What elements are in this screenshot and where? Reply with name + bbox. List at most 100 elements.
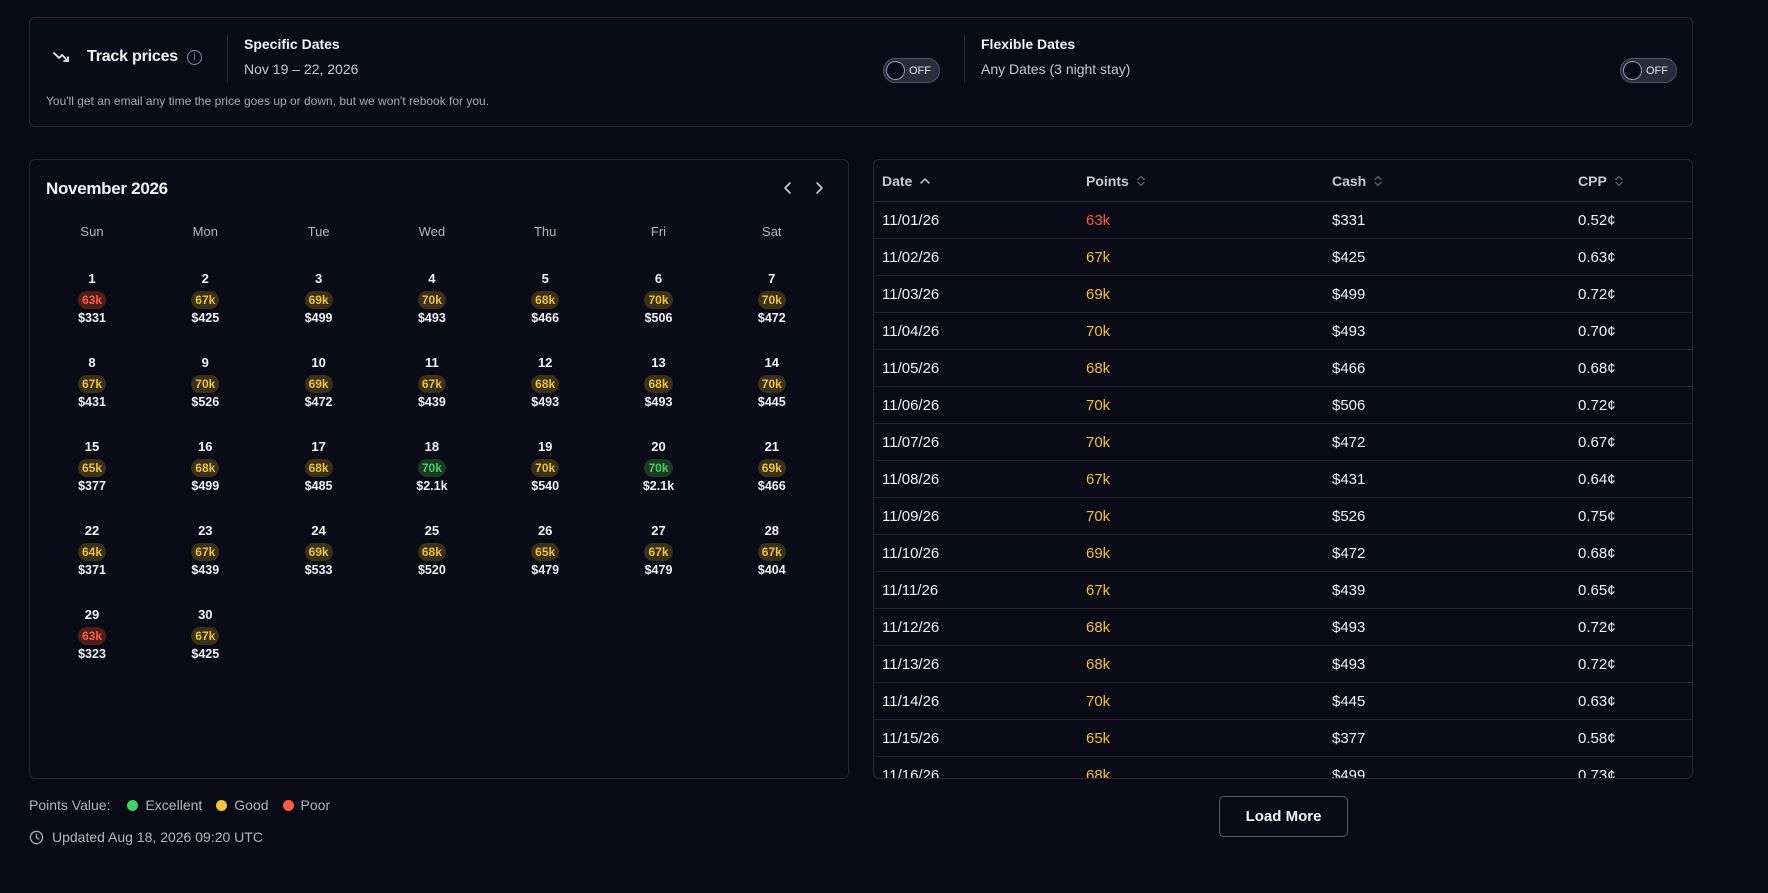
date-cell: 11/11/26 — [882, 582, 939, 599]
column-header-cash[interactable]: Cash — [1332, 173, 1382, 189]
calendar-day-cell[interactable]: 13 68k $493 — [609, 354, 709, 424]
next-month-button[interactable] — [807, 176, 831, 200]
calendar-day-cell[interactable]: 21 69k $466 — [722, 438, 822, 508]
cpp-cell: 0.67¢ — [1578, 434, 1616, 451]
calendar-day-cell[interactable]: 5 68k $466 — [495, 270, 595, 340]
calendar-day-cell[interactable]: 26 65k $479 — [495, 522, 595, 592]
calendar-day-cell[interactable]: 8 67k $431 — [42, 354, 142, 424]
calendar-month-title: November 2026 — [46, 179, 168, 198]
calendar-day-cell[interactable]: 14 70k $445 — [722, 354, 822, 424]
calendar-day-cell[interactable]: 9 70k $526 — [155, 354, 255, 424]
table-row[interactable]: 11/01/26 63k $331 0.52¢ — [874, 202, 1692, 239]
column-header-date[interactable]: Date — [882, 173, 931, 189]
points-badge: 70k — [417, 291, 446, 309]
table-row[interactable]: 11/15/26 65k $377 0.58¢ — [874, 720, 1692, 757]
specific-dates-toggle[interactable]: OFF — [883, 58, 940, 83]
points-badge: 69k — [304, 291, 333, 309]
table-row[interactable]: 11/13/26 68k $493 0.72¢ — [874, 646, 1692, 683]
calendar-day-cell[interactable]: 15 65k $377 — [42, 438, 142, 508]
load-more-button[interactable]: Load More — [1219, 796, 1348, 837]
column-header-points[interactable]: Points — [1086, 173, 1145, 189]
calendar-day-cell[interactable]: 18 70k $2.1k — [382, 438, 482, 508]
calendar-day-cell[interactable]: 16 68k $499 — [155, 438, 255, 508]
day-number: 13 — [651, 355, 666, 370]
cash-price: $520 — [417, 563, 446, 577]
sort-ascending-icon — [920, 178, 931, 184]
calendar-day-cell[interactable]: 4 70k $493 — [382, 270, 482, 340]
cpp-cell: 0.68¢ — [1578, 360, 1616, 377]
date-cell: 11/08/26 — [882, 471, 940, 488]
calendar-day-cell[interactable]: 10 69k $472 — [269, 354, 369, 424]
calendar-day-cell[interactable]: 7 70k $472 — [722, 270, 822, 340]
date-cell: 11/14/26 — [882, 693, 940, 710]
points-cell: 68k — [1086, 360, 1111, 377]
cash-cell: $431 — [1332, 471, 1366, 488]
toggle-knob — [886, 61, 905, 80]
calendar-day-cell[interactable]: 29 63k $323 — [42, 606, 142, 676]
trending-down-icon — [53, 52, 69, 62]
calendar-day-cell[interactable]: 12 68k $493 — [495, 354, 595, 424]
table-row[interactable]: 11/14/26 70k $445 0.63¢ — [874, 683, 1692, 720]
calendar-day-cell[interactable]: 28 67k $404 — [722, 522, 822, 592]
flexible-dates-label: Flexible Dates — [981, 36, 1076, 52]
table-row[interactable]: 11/12/26 68k $493 0.72¢ — [874, 609, 1692, 646]
table-row[interactable]: 11/11/26 67k $439 0.65¢ — [874, 572, 1692, 609]
calendar-day-cell[interactable]: 2 67k $425 — [155, 270, 255, 340]
calendar-panel: November 2026 Sun Mon Tue Wed Thu Fri Sat 1 63k… — [29, 159, 849, 779]
table-row[interactable]: 11/03/26 69k $499 0.72¢ — [874, 276, 1692, 313]
calendar-day-cell[interactable]: 27 67k $479 — [609, 522, 709, 592]
calendar-day-cell[interactable]: 25 68k $520 — [382, 522, 482, 592]
chevron-right-icon — [816, 182, 823, 194]
calendar-day-cell[interactable]: 24 69k $533 — [269, 522, 369, 592]
points-badge: 67k — [191, 627, 220, 645]
points-badge: 70k — [644, 459, 673, 477]
points-badge: 68k — [304, 459, 333, 477]
points-badge: 67k — [644, 543, 673, 561]
calendar-day-cell[interactable]: 3 69k $499 — [269, 270, 369, 340]
table-row[interactable]: 11/08/26 67k $431 0.64¢ — [874, 461, 1692, 498]
cash-cell: $472 — [1332, 545, 1366, 562]
cpp-cell: 0.65¢ — [1578, 582, 1616, 599]
previous-month-button[interactable] — [776, 176, 800, 200]
table-row[interactable]: 11/05/26 68k $466 0.68¢ — [874, 350, 1692, 387]
cash-price: $2.1k — [416, 479, 448, 493]
weekday-label: Mon — [192, 224, 218, 239]
points-badge: 68k — [531, 375, 560, 393]
calendar-day-cell[interactable]: 11 67k $439 — [382, 354, 482, 424]
cpp-cell: 0.63¢ — [1578, 693, 1616, 710]
cash-price: $371 — [78, 563, 106, 577]
day-number: 6 — [654, 271, 663, 286]
column-header-cpp[interactable]: CPP — [1578, 173, 1623, 189]
calendar-day-cell[interactable]: 19 70k $540 — [495, 438, 595, 508]
chevron-left-icon — [784, 182, 791, 194]
points-badge: 69k — [304, 543, 333, 561]
cpp-cell: 0.52¢ — [1578, 212, 1616, 229]
table-row[interactable]: 11/04/26 70k $493 0.70¢ — [874, 313, 1692, 350]
flexible-dates-toggle[interactable]: OFF — [1620, 58, 1677, 83]
calendar-day-cell[interactable]: 17 68k $485 — [269, 438, 369, 508]
table-row[interactable]: 11/07/26 70k $472 0.67¢ — [874, 424, 1692, 461]
day-number: 23 — [198, 523, 213, 538]
points-badge: 67k — [191, 543, 220, 561]
table-row[interactable]: 11/16/26 68k $499 0.73¢ — [874, 757, 1692, 778]
flexible-dates-value: Any Dates (3 night stay) — [981, 61, 1131, 77]
table-row[interactable]: 11/06/26 70k $506 0.72¢ — [874, 387, 1692, 424]
day-number: 26 — [537, 523, 553, 538]
calendar-day-cell[interactable]: 1 63k $331 — [42, 270, 142, 340]
date-cell: 11/07/26 — [882, 434, 940, 451]
calendar-day-cell[interactable]: 20 70k $2.1k — [609, 438, 709, 508]
day-number: 27 — [651, 523, 666, 538]
info-icon[interactable]: i — [187, 49, 202, 65]
calendar-day-cell[interactable]: 23 67k $439 — [155, 522, 255, 592]
table-row[interactable]: 11/09/26 70k $526 0.75¢ — [874, 498, 1692, 535]
calendar-day-cell[interactable]: 30 67k $425 — [155, 606, 255, 676]
calendar-day-cell[interactable]: 6 70k $506 — [609, 270, 709, 340]
table-row[interactable]: 11/10/26 69k $472 0.68¢ — [874, 535, 1692, 572]
day-number: 30 — [198, 607, 213, 622]
sort-icon — [1615, 175, 1623, 187]
column-header-label: Cash — [1332, 173, 1367, 189]
points-cell: 70k — [1086, 434, 1111, 451]
calendar-day-cell[interactable]: 22 64k $371 — [42, 522, 142, 592]
table-row[interactable]: 11/02/26 67k $425 0.63¢ — [874, 239, 1692, 276]
cash-price: $2.1k — [642, 479, 675, 493]
